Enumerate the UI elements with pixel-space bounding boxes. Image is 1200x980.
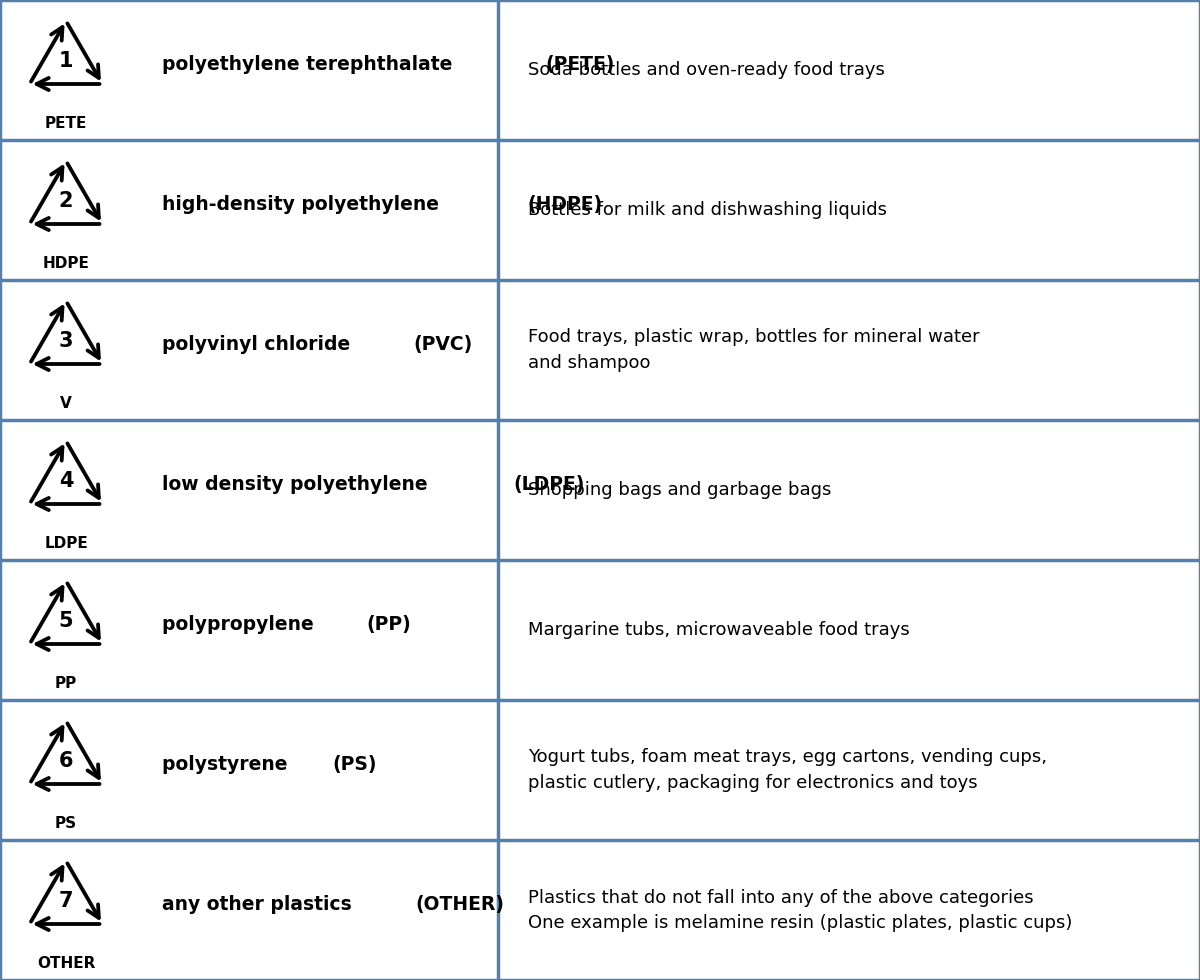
Text: (OTHER): (OTHER) — [415, 895, 504, 914]
Text: (PETE): (PETE) — [545, 55, 614, 74]
Text: Bottles for milk and dishwashing liquids: Bottles for milk and dishwashing liquids — [528, 201, 887, 219]
Text: LDPE: LDPE — [44, 536, 88, 551]
Text: V: V — [60, 396, 72, 411]
Text: 4: 4 — [59, 471, 73, 491]
Text: high-density polyethylene: high-density polyethylene — [162, 195, 445, 214]
Text: polystyrene: polystyrene — [162, 755, 294, 774]
Text: 7: 7 — [59, 891, 73, 910]
Text: low density polyethylene: low density polyethylene — [162, 475, 434, 494]
Text: polyethylene terephthalate: polyethylene terephthalate — [162, 55, 458, 74]
Text: any other plastics: any other plastics — [162, 895, 359, 914]
Text: (HDPE): (HDPE) — [528, 195, 602, 214]
Text: OTHER: OTHER — [37, 956, 95, 971]
Text: PP: PP — [55, 675, 77, 691]
Text: PS: PS — [55, 815, 77, 831]
Text: Margarine tubs, microwaveable food trays: Margarine tubs, microwaveable food trays — [528, 621, 910, 639]
Text: 5: 5 — [59, 611, 73, 631]
Text: 2: 2 — [59, 191, 73, 211]
Text: 3: 3 — [59, 331, 73, 351]
Text: (PS): (PS) — [332, 755, 377, 774]
Text: (PP): (PP) — [366, 614, 410, 634]
Text: (LDPE): (LDPE) — [514, 475, 584, 494]
Text: Shopping bags and garbage bags: Shopping bags and garbage bags — [528, 481, 832, 499]
Text: 6: 6 — [59, 751, 73, 771]
Text: polyvinyl chloride: polyvinyl chloride — [162, 335, 356, 354]
Text: polypropylene: polypropylene — [162, 614, 320, 634]
Text: PETE: PETE — [44, 116, 88, 130]
Text: (PVC): (PVC) — [413, 335, 473, 354]
Text: Plastics that do not fall into any of the above categories
One example is melami: Plastics that do not fall into any of th… — [528, 889, 1073, 932]
Text: Yogurt tubs, foam meat trays, egg cartons, vending cups,
plastic cutlery, packag: Yogurt tubs, foam meat trays, egg carton… — [528, 749, 1046, 792]
Text: 1: 1 — [59, 51, 73, 71]
Text: Food trays, plastic wrap, bottles for mineral water
and shampoo: Food trays, plastic wrap, bottles for mi… — [528, 328, 979, 371]
Text: HDPE: HDPE — [42, 256, 90, 270]
Text: Soda bottles and oven-ready food trays: Soda bottles and oven-ready food trays — [528, 61, 884, 79]
